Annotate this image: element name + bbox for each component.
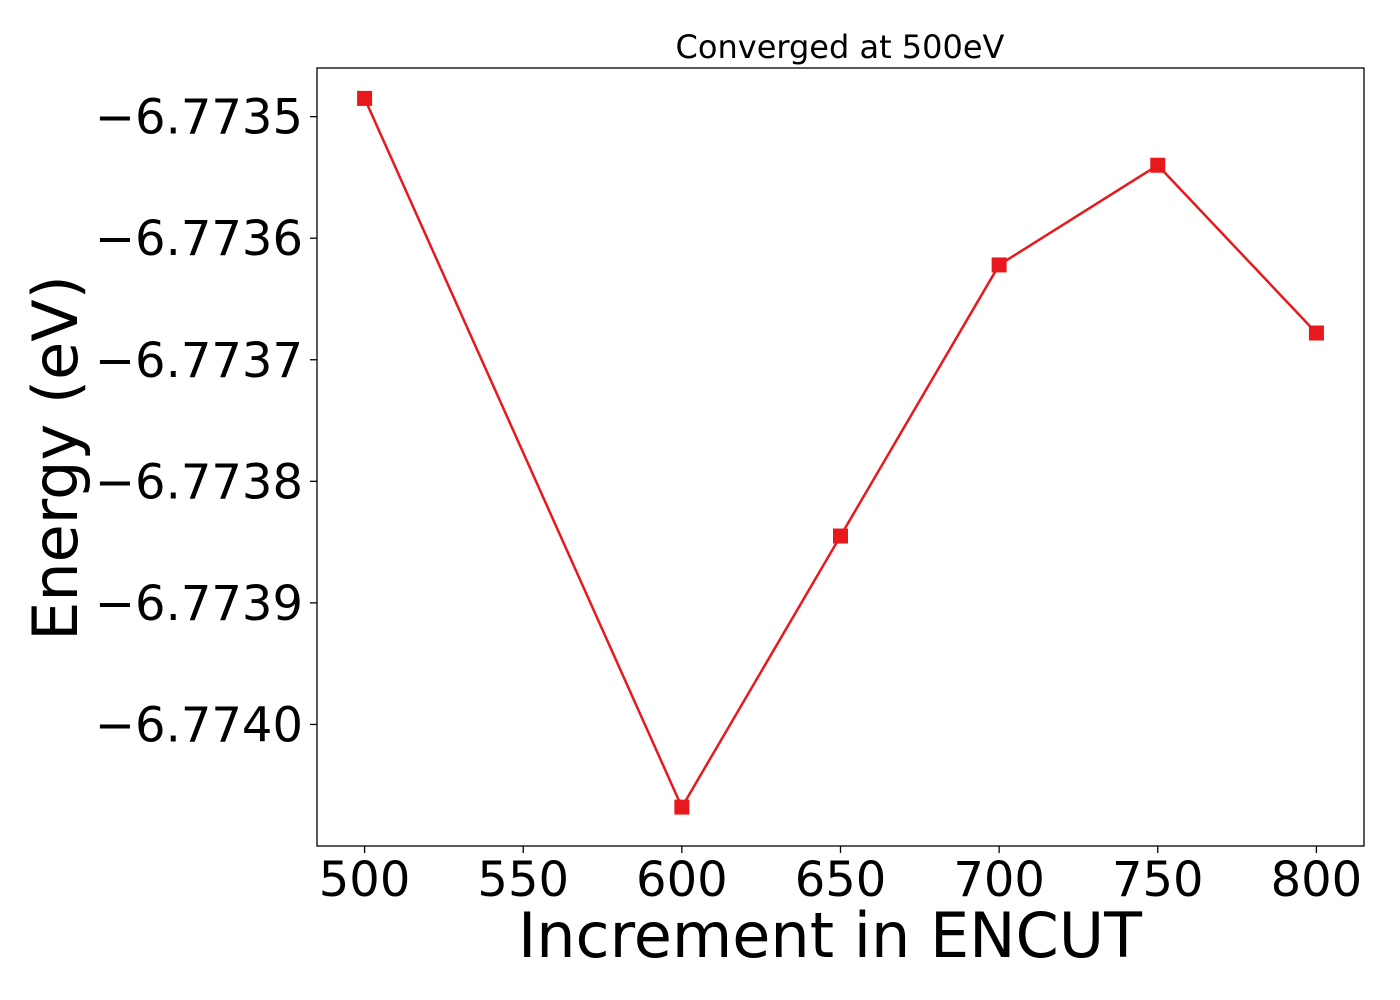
y-axis-label: Energy (eV)	[19, 275, 92, 641]
data-point-500	[357, 90, 373, 106]
x-tick-label-600: 600	[636, 852, 728, 908]
data-point-650	[833, 528, 848, 544]
x-tick-label-500: 500	[319, 852, 411, 908]
y-tick-label-2: −6.7737	[95, 333, 303, 389]
x-tick-label-750: 750	[1112, 852, 1204, 908]
y-tick-label-5: −6.7740	[95, 697, 303, 753]
data-point-750	[1150, 157, 1166, 173]
data-point-700	[991, 257, 1007, 273]
series-line-0	[363, 97, 1318, 809]
series-layer	[357, 90, 1324, 815]
x-tick-label-550: 550	[477, 852, 569, 908]
y-tick-label-0: −6.7735	[95, 90, 303, 146]
ticks-layer: 500 550 600 650 700 750 800 −6.7735 −6.7736 −6.77…	[95, 90, 1362, 908]
plot-frame	[316, 67, 1365, 847]
y-tick-label-1: −6.7736	[95, 211, 303, 267]
x-axis-label: Increment in ENCUT	[518, 899, 1143, 972]
x-tick-label-700: 700	[953, 852, 1045, 908]
y-tick-label-4: −6.7739	[95, 576, 303, 632]
y-tick-label-3: −6.7738	[95, 454, 303, 510]
x-tick-label-800: 800	[1271, 852, 1363, 908]
data-point-600	[674, 799, 690, 815]
x-tick-label-650: 650	[795, 852, 887, 908]
data-point-800	[1308, 325, 1324, 341]
chart-title: Converged at 500eV	[676, 28, 1005, 66]
